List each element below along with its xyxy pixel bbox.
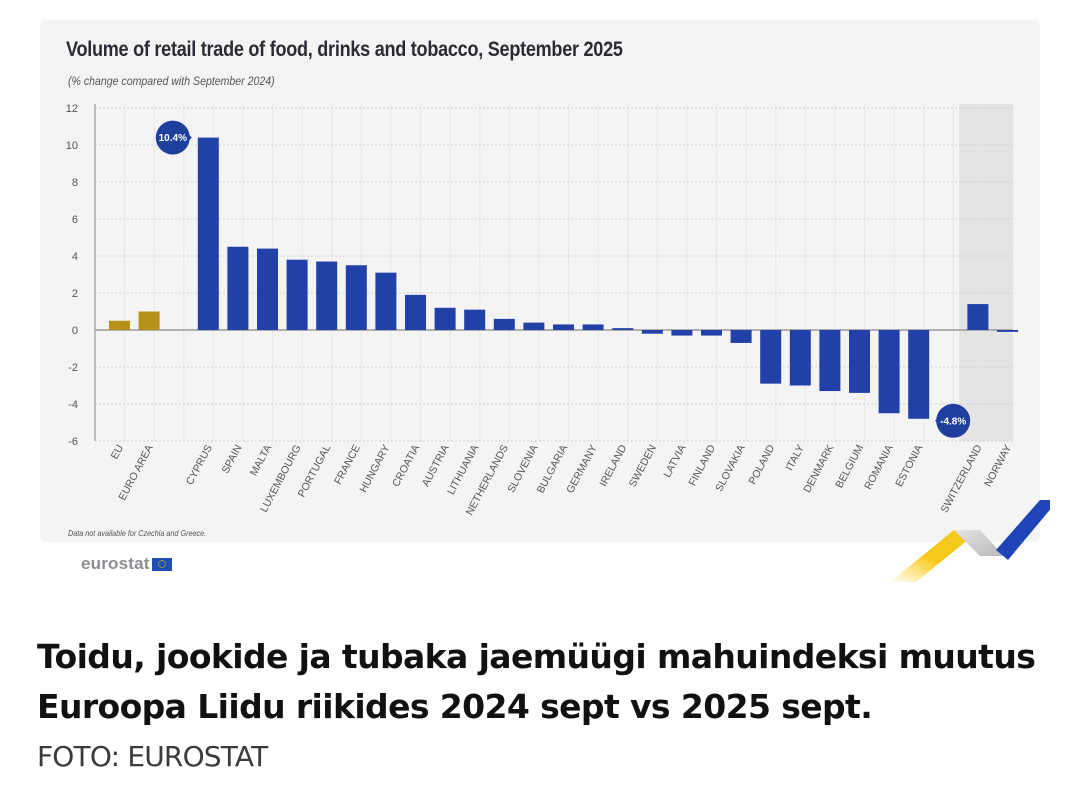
bar-bulgaria [553,324,574,330]
bar-spain [227,246,249,330]
x-tick-label: IRELAND [597,442,629,488]
bar-denmark [819,330,841,392]
bar-malta [257,248,278,330]
bar-germany [582,324,604,330]
callout-bubble [936,403,971,438]
y-tick-label: -4 [68,399,78,411]
bar-eu [109,320,130,330]
x-tick-label: CYPRUS [184,443,215,487]
callout-estonia: -4.8% [935,403,971,438]
x-tick-label: SWEDEN [627,443,659,489]
y-tick-label: 4 [72,251,78,263]
bars-layer [109,137,1018,419]
x-tick-label: HUNGARY [357,443,392,495]
bar-norway [997,330,1018,332]
chart-title: Volume of retail trade of food, drinks a… [66,38,623,61]
bar-croatia [405,294,426,330]
callout-bubble [155,120,190,155]
x-tick-label: SLOVAKIA [713,443,748,494]
y-tick-label: -6 [68,436,78,448]
bar-switzerland [967,304,989,330]
eurostat-logo: eurostat [81,554,172,574]
bar-sweden [641,330,663,334]
callouts-layer: 10.4% -4.8% [155,120,971,438]
callout-cyprus: 10.4% [155,120,192,155]
bar-poland [760,330,782,384]
bar-latvia [671,330,693,336]
bar-austria [434,307,456,330]
bar-luxembourg [286,259,308,330]
bar-cyprus [197,137,219,330]
bar-belgium [849,330,870,393]
bar-italy [789,330,811,386]
decorative-ribbon-icon [890,500,1050,582]
chart-subtitle: (% change compared with September 2024) [68,74,275,88]
chart-footnote: Data not available for Czechia and Greec… [68,528,207,538]
data-label: -4.8% [940,416,966,427]
image-caption: Toidu, jookide ja tubaka jaemüügi mahuin… [37,637,1036,726]
data-label: 10.4% [159,133,187,144]
x-tick-label: AUSTRIA [420,443,452,489]
x-tick-label: FINLAND [686,442,718,488]
x-tick-label: MALTA [248,443,274,478]
x-tick-label: GERMANY [564,443,600,496]
bar-slovenia [523,322,545,330]
x-tick-label: BELGIUM [833,443,866,490]
bar-france [345,265,367,330]
x-tick-label: ITALY [783,443,807,473]
x-tick-label: DENMARK [801,443,836,495]
bar-euro-area [138,311,160,330]
y-tick-label: 6 [72,214,78,226]
y-tick-label: 0 [72,325,78,337]
x-tick-label: FRANCE [332,443,363,487]
bar-ireland [612,328,634,330]
bar-hungary [375,272,397,330]
y-tick-label: 10 [66,140,78,152]
bar-romania [878,330,900,414]
y-tick-labels-layer: 12 10 8 6 4 2 0 -2 -4 -6 [66,103,78,448]
non-eu-band [959,104,1013,441]
bar-finland [701,330,722,336]
bar-netherlands [493,318,515,330]
x-tick-label: POLAND [746,442,777,486]
x-tick-label: SPAIN [220,443,245,476]
y-tick-label: 12 [66,103,78,115]
bar-estonia [908,330,930,419]
x-tick-label: EU [109,443,126,462]
y-tick-label: 8 [72,177,78,189]
logo-text: eurostat [81,554,150,573]
y-tick-label: -2 [68,362,78,374]
bar-lithuania [464,309,486,330]
bar-portugal [316,261,338,330]
bar-slovakia [730,330,752,343]
non-eu-band-layer [959,104,1013,441]
x-tick-label: LATVIA [661,443,688,480]
y-tick-label: 2 [72,288,78,300]
x-tick-label: CROATIA [390,443,422,489]
eu-flag-icon [151,557,172,571]
photo-credit: FOTO: EUROSTAT [37,740,268,773]
